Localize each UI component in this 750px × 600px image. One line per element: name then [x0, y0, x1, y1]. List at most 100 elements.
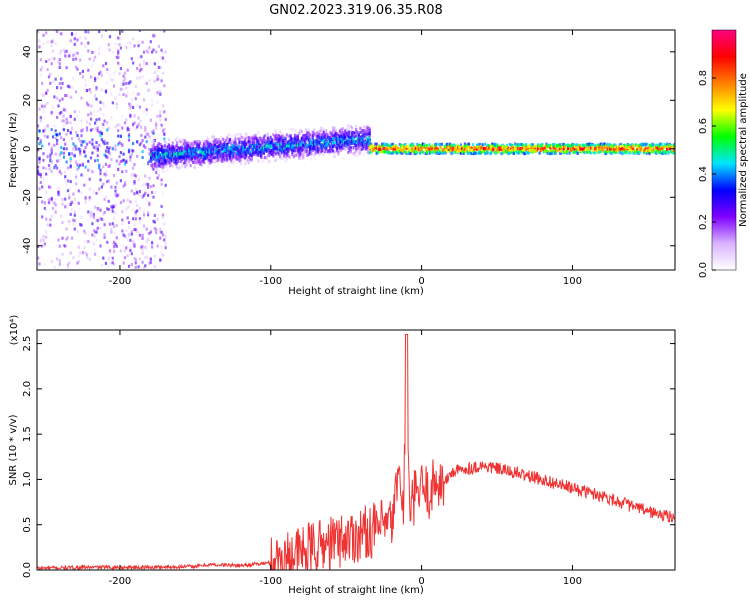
figure-title: GN02.2023.319.06.35.R08 — [269, 3, 443, 18]
heatmap-cell — [519, 147, 522, 150]
heatmap-cell — [170, 149, 173, 153]
heatmap-cell — [80, 139, 83, 143]
heatmap-cell — [626, 142, 629, 146]
x-tick-label: -200 — [109, 276, 132, 287]
heatmap-cell — [151, 139, 154, 143]
heatmap-cell — [110, 93, 113, 97]
heatmap-cell — [659, 148, 662, 151]
heatmap-cell — [130, 98, 133, 102]
heatmap-cell — [130, 148, 133, 152]
heatmap-cell — [541, 146, 544, 150]
heatmap-cell — [186, 149, 189, 153]
heatmap-cell — [658, 151, 661, 155]
heatmap-cell — [66, 166, 70, 170]
heatmap-cell — [501, 145, 505, 149]
heatmap-cell — [337, 152, 340, 156]
heatmap-cell — [492, 142, 495, 146]
heatmap-cell — [75, 173, 78, 177]
heatmap-cell — [65, 237, 68, 241]
heatmap-cell — [400, 143, 403, 147]
heatmap-cell — [356, 141, 359, 145]
heatmap-cell — [138, 217, 141, 221]
heatmap-cell — [161, 104, 165, 108]
heatmap-cell — [314, 138, 317, 142]
heatmap-cell — [159, 156, 162, 160]
heatmap-cell — [41, 104, 44, 108]
heatmap-cell — [122, 79, 125, 83]
heatmap-cell — [60, 110, 63, 114]
heatmap-cell — [94, 94, 97, 98]
heatmap-cell — [363, 141, 366, 145]
heatmap-cell — [516, 147, 519, 151]
heatmap-cell — [319, 129, 322, 133]
heatmap-cell — [89, 117, 93, 121]
heatmap-cell — [41, 66, 44, 69]
heatmap-cell — [262, 146, 265, 150]
heatmap-cell — [47, 58, 51, 62]
heatmap-cell — [138, 143, 141, 147]
heatmap-cell — [45, 217, 48, 221]
heatmap-cell — [76, 67, 79, 71]
heatmap-cell — [88, 198, 91, 202]
heatmap-cell — [159, 114, 162, 118]
heatmap-cell — [334, 149, 337, 153]
heatmap-cell — [110, 227, 113, 231]
heatmap-cell — [85, 126, 89, 130]
heatmap-cell — [148, 46, 151, 50]
heatmap-cell — [277, 147, 280, 151]
heatmap-cell — [197, 140, 200, 144]
heatmap-cell — [276, 143, 279, 147]
heatmap-cell — [315, 138, 318, 142]
heatmap-cell — [275, 142, 278, 146]
heatmap-cell — [261, 156, 264, 160]
heatmap-cell — [154, 151, 157, 155]
heatmap-cell — [283, 154, 286, 158]
heatmap-cell — [607, 144, 610, 148]
heatmap-cell — [230, 133, 233, 137]
heatmap-cell — [586, 143, 589, 147]
heatmap-cell — [201, 152, 204, 156]
heatmap-cell — [237, 144, 240, 148]
heatmap-cell — [239, 139, 242, 143]
heatmap-cell — [160, 56, 163, 60]
heatmap-cell — [50, 57, 53, 61]
heatmap-cell — [95, 141, 98, 144]
heatmap-cell — [155, 50, 158, 54]
heatmap-cell — [37, 30, 40, 33]
heatmap-cell — [68, 152, 71, 155]
heatmap-cell — [344, 133, 347, 137]
heatmap-cell — [366, 129, 369, 133]
heatmap-cell — [70, 152, 74, 155]
heatmap-cell — [524, 147, 528, 151]
heatmap-cell — [590, 143, 593, 147]
heatmap-cell — [165, 159, 168, 162]
heatmap-cell — [231, 148, 234, 152]
heatmap-cell — [192, 147, 195, 151]
heatmap-cell — [348, 146, 351, 150]
heatmap-cell — [357, 140, 360, 144]
heatmap-cell — [298, 152, 301, 156]
heatmap-cell — [375, 151, 378, 155]
heatmap-cell — [583, 146, 586, 150]
heatmap-cell — [159, 165, 162, 169]
heatmap-cell — [389, 144, 392, 148]
heatmap-cell — [89, 197, 93, 201]
heatmap-cell — [361, 138, 365, 142]
heatmap-cell — [368, 138, 371, 142]
heatmap-cell — [136, 191, 139, 195]
heatmap-cell — [237, 155, 240, 159]
heatmap-cell — [361, 132, 365, 136]
heatmap-cell — [110, 91, 113, 95]
heatmap-cell — [110, 185, 113, 189]
heatmap-cell — [576, 151, 579, 155]
heatmap-cell — [58, 153, 61, 157]
heatmap-cell — [65, 94, 68, 97]
heatmap-cell — [115, 236, 118, 240]
heatmap-cell — [153, 220, 156, 224]
heatmap-cell — [333, 143, 336, 147]
heatmap-cell — [628, 151, 631, 155]
heatmap-cell — [307, 138, 310, 142]
heatmap-cell — [134, 84, 137, 88]
heatmap-cell — [277, 143, 280, 146]
heatmap-cell — [147, 238, 150, 242]
